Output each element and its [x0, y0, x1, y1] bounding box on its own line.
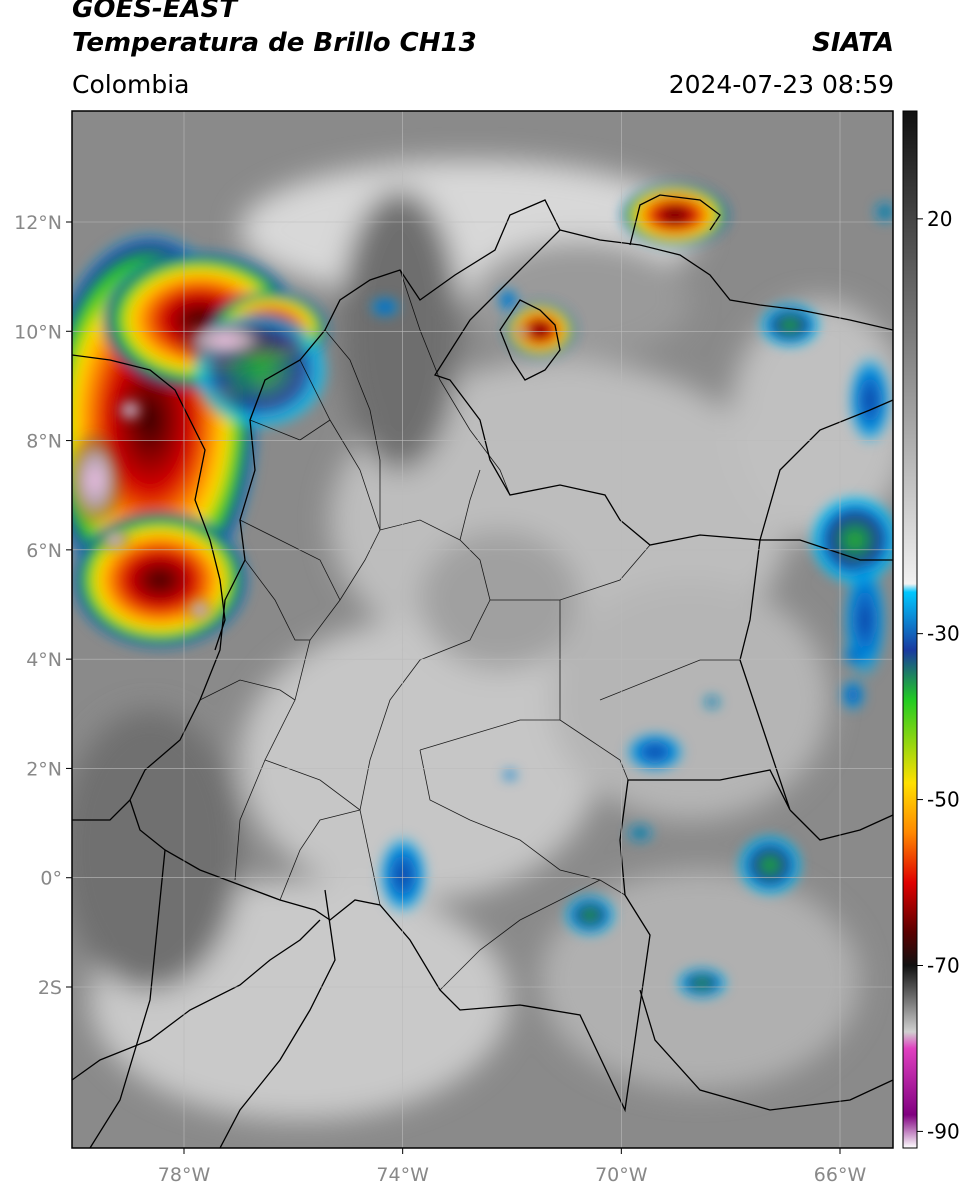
timestamp: 2024-07-23 08:59 — [668, 70, 894, 99]
colorbar-tick-label: -90 — [927, 1119, 960, 1143]
longitude-labels: 78°W 74°W 70°W 66°W — [158, 1164, 867, 1186]
imagery-layer — [72, 111, 893, 1148]
map-frame — [71, 110, 894, 1149]
department-borders — [199, 269, 740, 991]
colorbar-tick-label: -30 — [927, 622, 960, 646]
lat-tick-label: 8°N — [26, 431, 62, 453]
colorbar-tick-label: 20 — [927, 207, 952, 231]
lat-tick-label: 2°N — [26, 758, 62, 780]
product-title: Temperatura de Brillo CH13 — [72, 28, 477, 58]
graticule — [66, 111, 893, 1154]
lat-tick-label: 10°N — [14, 321, 62, 343]
lon-tick-label: 66°W — [814, 1164, 867, 1186]
political-borders — [72, 194, 893, 1148]
lon-tick-label: 74°W — [376, 1164, 429, 1186]
colorbar-tick-label: -50 — [927, 788, 960, 812]
latitude-labels: 12°N 10°N 8°N 6°N 4°N 2°N 0° 2S — [14, 212, 62, 999]
lat-tick-label: 2S — [38, 977, 62, 999]
region-label: Colombia — [72, 70, 190, 99]
lat-tick-label: 4°N — [26, 649, 62, 671]
brand-label: SIATA — [812, 28, 894, 58]
lat-tick-label: 12°N — [14, 212, 62, 234]
cold-cloud-clusters — [72, 183, 893, 998]
colorbar: 20 -30 -50 -70 -90 — [902, 110, 960, 1149]
colorbar-tick-label: -70 — [927, 953, 960, 977]
satellite-name: GOES-EAST — [72, 0, 238, 24]
lat-tick-label: 0° — [40, 868, 62, 890]
lat-tick-label: 6°N — [26, 540, 62, 562]
colorbar-gradient — [902, 110, 918, 1149]
lon-tick-label: 70°W — [595, 1164, 648, 1186]
lon-tick-label: 78°W — [158, 1164, 211, 1186]
